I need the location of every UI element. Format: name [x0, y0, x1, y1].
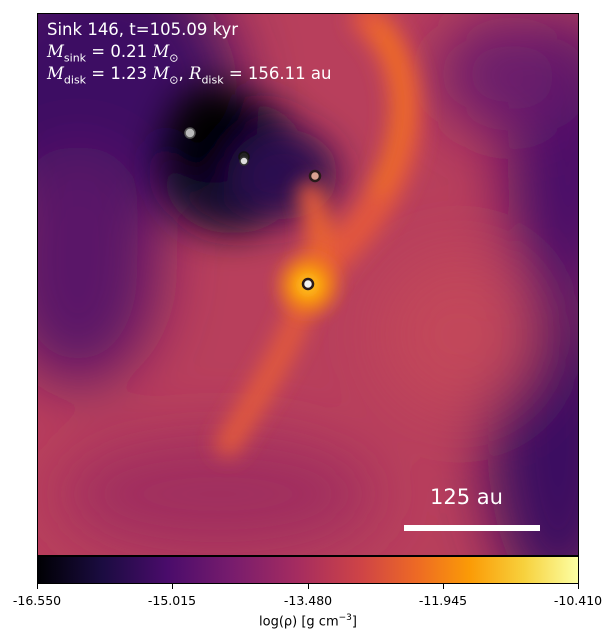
- colorbar-label-text: log(ρ) [g cm: [259, 614, 339, 630]
- sink-marker: [184, 127, 196, 139]
- disk-radius-unit: au: [310, 64, 332, 83]
- colorbar-label: log(ρ) [g cm−3]: [259, 613, 357, 629]
- disk-line: Mdisk = 1.23 M⊙, Rdisk = 156.11 au: [47, 64, 332, 87]
- colorbar-label-close: ]: [351, 614, 357, 630]
- density-map: [37, 13, 579, 556]
- disk-radius-value: 156.11: [247, 64, 306, 83]
- sink-marker: [308, 169, 322, 183]
- colorbar-tick: [443, 584, 444, 589]
- sink-marker: [239, 156, 249, 166]
- colorbar-label-exp: −3: [338, 613, 352, 623]
- colorbar: [37, 556, 579, 584]
- disk-mass-value: 1.23: [110, 64, 148, 83]
- colorbar-tick-label: -11.945: [418, 593, 468, 608]
- sink-marker: [301, 277, 315, 291]
- colorbar-tick-label: -16.550: [12, 593, 62, 608]
- colorbar-tick: [172, 584, 173, 589]
- sink-mass-line: Msink = 0.21 M⊙: [47, 42, 179, 65]
- colorbar-tick-label: -15.015: [147, 593, 197, 608]
- scalebar-label: 125 au: [430, 485, 503, 509]
- colorbar-tick: [308, 584, 309, 589]
- colorbar-tick: [37, 584, 38, 589]
- sink-mass-value: 0.21: [110, 42, 148, 61]
- colorbar-tick-label: -13.480: [283, 593, 333, 608]
- scalebar: [404, 525, 540, 531]
- colorbar-tick-label: -10.410: [553, 593, 603, 608]
- colorbar-tick: [578, 584, 579, 589]
- sink-info-title: Sink 146, t=105.09 kyr: [47, 20, 239, 39]
